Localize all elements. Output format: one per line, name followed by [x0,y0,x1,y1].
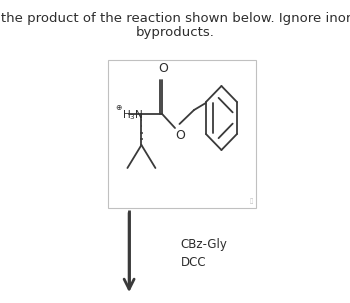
Text: Draw the product of the reaction shown below. Ignore inorganic: Draw the product of the reaction shown b… [0,12,350,25]
Text: byproducts.: byproducts. [135,26,215,39]
Bar [108,60,256,208]
Text: O: O [158,62,168,75]
Text: DCC: DCC [181,256,206,269]
Text: H$_3$N: H$_3$N [122,108,144,122]
Text: $\oplus$: $\oplus$ [115,104,122,112]
Text: 🔍: 🔍 [250,198,253,204]
Text: CBz-Gly: CBz-Gly [181,238,228,251]
Text: O: O [176,129,186,142]
